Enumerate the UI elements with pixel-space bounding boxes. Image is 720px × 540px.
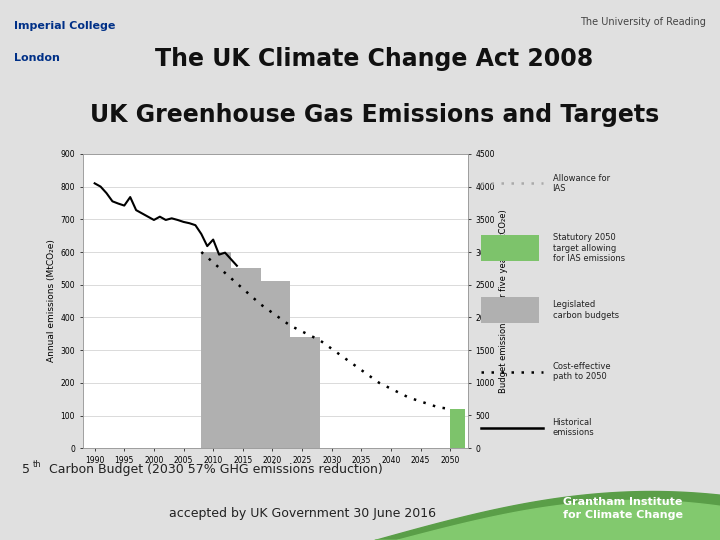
Text: The University of Reading: The University of Reading	[580, 17, 706, 27]
Y-axis label: Budget emissions (over five years, MtCO₂e): Budget emissions (over five years, MtCO₂…	[499, 209, 508, 393]
Text: Historical
emissions: Historical emissions	[552, 418, 594, 437]
Text: London: London	[14, 53, 60, 63]
Text: Statutory 2050
target allowing
for IAS emissions: Statutory 2050 target allowing for IAS e…	[552, 233, 625, 263]
Bar	[481, 296, 539, 323]
Text: Carbon Budget (2030 57% GHG emissions reduction): Carbon Budget (2030 57% GHG emissions re…	[45, 463, 382, 476]
Bar	[231, 268, 261, 448]
Text: Grantham Institute
for Climate Change: Grantham Institute for Climate Change	[563, 497, 683, 521]
Text: UK Greenhouse Gas Emissions and Targets: UK Greenhouse Gas Emissions and Targets	[90, 103, 659, 127]
Bar	[450, 409, 465, 448]
Text: th: th	[33, 460, 42, 469]
Text: accepted by UK Government 30 June 2016: accepted by UK Government 30 June 2016	[169, 507, 436, 520]
Bar	[481, 235, 539, 261]
Text: Imperial College: Imperial College	[14, 21, 116, 31]
Text: Allowance for
IAS: Allowance for IAS	[552, 174, 610, 193]
Text: The UK Climate Change Act 2008: The UK Climate Change Act 2008	[156, 47, 593, 71]
Y-axis label: Annual emissions (MtCO₂e): Annual emissions (MtCO₂e)	[48, 240, 56, 362]
Bar	[261, 281, 290, 448]
Bar	[290, 337, 320, 448]
Text: Cost-effective
path to 2050: Cost-effective path to 2050	[552, 362, 611, 381]
Bar	[202, 252, 231, 448]
Text: 5: 5	[22, 463, 30, 476]
Text: Legislated
carbon budgets: Legislated carbon budgets	[552, 300, 618, 320]
